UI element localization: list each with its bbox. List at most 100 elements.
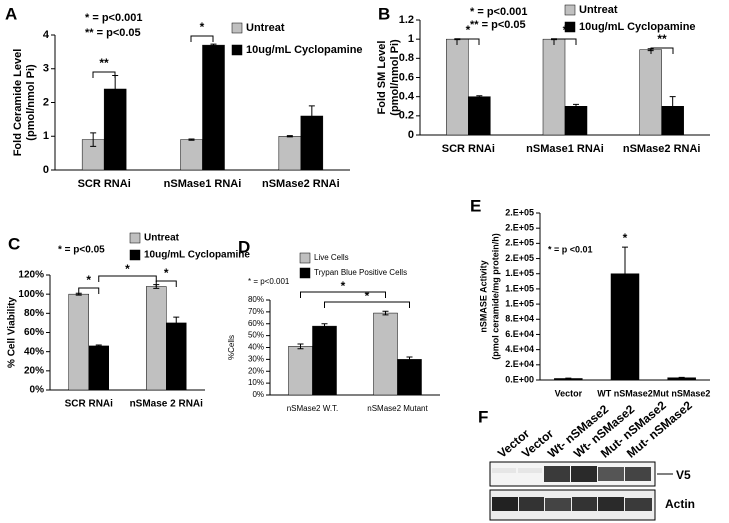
bar <box>373 312 398 396</box>
y-tick-label: 120% <box>18 270 44 281</box>
y-tick-label: 8.E+04 <box>505 314 534 324</box>
y-axis-label: % Cell Viability <box>7 297 18 368</box>
error-bar <box>297 343 304 350</box>
x-tick-label: SCR RNAi <box>442 143 495 155</box>
y-tick-label: 0.6 <box>399 71 414 83</box>
legend-label: 10ug/mL Cyclopamine <box>246 44 363 56</box>
x-tick-label: SCR RNAi <box>78 178 131 190</box>
y-axis-label: Fold Ceramide Level <box>12 49 24 157</box>
y-tick-label: 0 <box>408 129 414 141</box>
y-axis-label: (pmol/nmol Pi) <box>25 64 37 141</box>
y-axis-label: (pmol ceramide/mg protein/h) <box>490 233 500 360</box>
blot-band <box>625 467 651 481</box>
error-bar <box>678 376 685 379</box>
legend-label: Trypan Blue Positive Cells <box>314 268 407 277</box>
y-axis-label: %Cells <box>227 335 236 360</box>
y-tick-label: 60% <box>24 327 44 338</box>
significance-label: * <box>125 262 130 276</box>
bar <box>88 345 109 391</box>
bar <box>278 136 302 171</box>
significance-bracket <box>190 35 214 42</box>
bar <box>166 322 187 391</box>
y-tick-label: 1.E+05 <box>505 298 534 308</box>
legend-label: Untreat <box>246 22 285 34</box>
y-tick-label: 6.E+04 <box>505 329 534 339</box>
error-bar <box>669 96 676 117</box>
annotation: ** = p<0.05 <box>470 19 526 31</box>
y-tick-label: 70% <box>248 307 264 316</box>
y-axis-label: nSMASE Activity <box>478 260 488 332</box>
annotation: * = p<0.001 <box>248 277 290 286</box>
x-tick-label: Mut nSMase2 <box>653 388 711 398</box>
y-tick-label: 80% <box>248 295 264 304</box>
bar <box>639 49 662 136</box>
y-tick-label: 0 <box>43 164 49 176</box>
legend-swatch <box>564 21 576 33</box>
panel-letter: B <box>378 4 390 23</box>
y-tick-label: 10% <box>248 378 264 387</box>
error-bar <box>476 95 483 99</box>
blot-band <box>625 498 652 511</box>
panel-letter: D <box>238 237 250 256</box>
x-tick-label: nSMase2 Mutant <box>367 404 428 413</box>
y-tick-label: 4 <box>43 29 50 41</box>
significance-label: * <box>365 289 370 303</box>
y-tick-label: 100% <box>18 289 44 300</box>
significance-label: * <box>563 23 568 37</box>
y-tick-label: 20% <box>248 366 264 375</box>
annotation: * = p<0.001 <box>85 12 143 24</box>
bar <box>397 359 422 396</box>
y-tick-label: 2 <box>43 96 49 108</box>
y-tick-label: 2.E+05 <box>505 253 534 263</box>
y-tick-label: 2.E+05 <box>505 238 534 248</box>
error-bar <box>308 105 315 127</box>
error-bar <box>622 246 628 301</box>
y-tick-label: 30% <box>248 354 264 363</box>
y-tick-label: 80% <box>24 308 44 319</box>
significance-label: ** <box>99 56 109 70</box>
y-tick-label: 1.2 <box>399 14 414 26</box>
y-tick-label: 50% <box>248 331 264 340</box>
error-bar <box>565 377 572 380</box>
western-blot <box>489 461 673 521</box>
legend-swatch <box>129 232 141 244</box>
error-bar <box>321 323 328 329</box>
bar <box>564 106 588 136</box>
error-bar <box>573 103 579 109</box>
y-tick-label: 40% <box>248 343 264 352</box>
y-tick-label: 2.E+05 <box>505 207 534 217</box>
bar <box>446 38 469 136</box>
y-tick-label: 60% <box>248 319 264 328</box>
error-bar <box>188 138 195 141</box>
bar <box>68 293 89 391</box>
error-bar <box>173 316 180 330</box>
blot-band <box>492 497 518 511</box>
significance-label: * <box>341 279 346 293</box>
y-tick-label: 1 <box>408 33 414 45</box>
significance-label: * <box>466 23 471 37</box>
error-bar <box>210 43 217 47</box>
blot-band <box>492 468 516 473</box>
legend-swatch <box>129 249 141 261</box>
significance-bracket <box>300 291 386 298</box>
y-tick-label: 0.2 <box>399 110 414 122</box>
y-tick-label: 2.E+04 <box>505 359 534 369</box>
error-bar <box>95 344 102 348</box>
bar <box>180 139 203 171</box>
blot-band <box>519 497 544 511</box>
legend-label: 10ug/mL Cyclopamine <box>144 250 250 261</box>
x-tick-label: nSMase2 W.T. <box>287 404 339 413</box>
bar <box>288 346 313 396</box>
legend-swatch <box>231 22 243 34</box>
blot-band <box>572 497 597 511</box>
y-tick-label: 0% <box>252 390 264 399</box>
band-label: V5 <box>676 468 691 482</box>
error-bar <box>286 135 293 138</box>
blot-band <box>598 467 624 481</box>
panel-letter: C <box>8 234 20 253</box>
annotation: * = p<0.001 <box>470 6 528 18</box>
significance-label: * <box>86 273 91 287</box>
y-tick-label: 3 <box>43 63 49 75</box>
x-tick-label: nSMase2 RNAi <box>623 143 701 155</box>
